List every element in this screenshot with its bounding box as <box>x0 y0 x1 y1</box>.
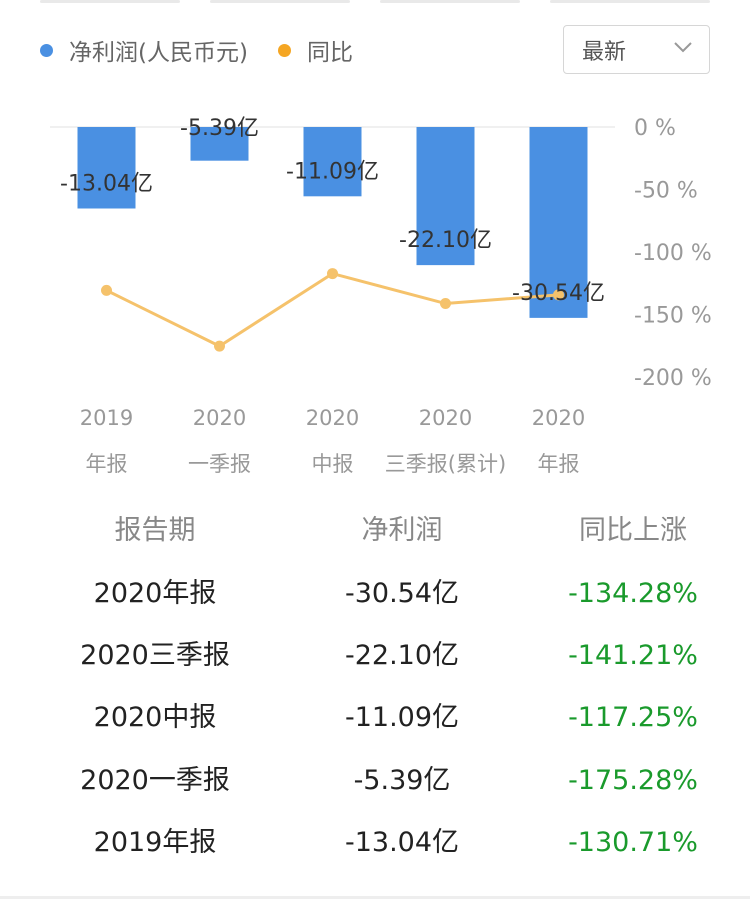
legend-label: 净利润(人民币元) <box>69 40 248 66</box>
tab-stub <box>550 0 710 3</box>
yoy-point <box>440 298 451 310</box>
bar <box>416 127 475 266</box>
table-row[interactable]: 2020三季报 -22.10亿 -141.21% <box>0 625 750 687</box>
bar-data-label: -13.04亿 <box>60 172 153 197</box>
x-axis-tick-label: 2020 <box>532 406 585 430</box>
cell-net-profit: -30.54亿 <box>344 578 460 609</box>
cell-yoy: -175.28% <box>568 765 698 796</box>
table-row[interactable]: 2020一季报 -5.39亿 -175.28% <box>0 750 750 812</box>
x-axis-tick-label: 2020 <box>419 406 472 430</box>
x-axis-tick-label: 中报 <box>312 452 354 476</box>
header-period: 报告期 <box>114 515 196 546</box>
table-header-row: 报告期 净利润 同比上涨 <box>0 500 750 562</box>
bar <box>77 127 136 209</box>
tab-stub <box>210 0 350 3</box>
net-profit-chart: 0 % -50 % -100 % -150 % -200 % -13.04亿 -5.39亿 -… <box>50 116 712 476</box>
x-axis-tick-label: 2020 <box>306 406 359 430</box>
bar <box>190 127 249 161</box>
chevron-down-icon <box>674 42 692 53</box>
blue-dot-icon <box>40 43 53 57</box>
table-row[interactable]: 2019年报 -13.04亿 -130.71% <box>0 812 750 874</box>
cell-net-profit: -11.09亿 <box>344 702 460 733</box>
x-axis-tick-label: 2020 <box>193 406 246 430</box>
x-axis-tick-label: 一季报 <box>188 452 251 476</box>
cell-net-profit: -5.39亿 <box>353 765 451 796</box>
bar <box>529 127 588 318</box>
header-net-profit: 净利润 <box>361 515 443 546</box>
header-yoy: 同比上涨 <box>579 515 687 546</box>
chart-legend: 净利润(人民币元) 同比 <box>40 30 383 70</box>
cell-yoy: -141.21% <box>568 640 698 671</box>
yoy-point <box>101 284 112 296</box>
legend-item-yoy[interactable]: 同比 <box>277 33 353 67</box>
top-tab-strip <box>0 0 750 6</box>
cell-period: 2019年报 <box>93 827 217 858</box>
cell-period: 2020三季报 <box>80 640 230 671</box>
tab-stub <box>40 0 180 3</box>
bar-data-label: -5.39亿 <box>180 116 259 141</box>
bottom-divider <box>0 896 750 899</box>
cell-yoy: -117.25% <box>568 702 698 733</box>
table-row[interactable]: 2020中报 -11.09亿 -117.25% <box>0 687 750 749</box>
x-axis-tick-label: 年报 <box>538 452 580 476</box>
x-axis-tick-label: 2019 <box>80 406 133 430</box>
y-axis-tick-label: -100 % <box>634 241 712 266</box>
cell-period: 2020一季报 <box>80 765 230 796</box>
bar-data-label: -22.10亿 <box>399 228 492 253</box>
cell-period: 2020年报 <box>93 578 217 609</box>
tab-stub <box>380 0 520 3</box>
yoy-line <box>105 271 559 348</box>
cell-yoy: -134.28% <box>568 578 698 609</box>
orange-dot-icon <box>277 43 291 57</box>
x-axis-tick-label: 三季报(累计) <box>385 452 506 476</box>
yoy-point <box>553 289 564 301</box>
legend-item-net-profit[interactable]: 净利润(人民币元) <box>40 33 248 67</box>
y-axis-tick-label: -150 % <box>634 304 712 329</box>
x-axis-tick-label: 年报 <box>86 452 128 476</box>
period-select-value: 最新 <box>582 39 627 65</box>
cell-net-profit: -13.04亿 <box>344 827 460 858</box>
period-select[interactable]: 最新 <box>563 25 710 74</box>
bar <box>303 127 362 197</box>
table-row[interactable]: 2020年报 -30.54亿 -134.28% <box>0 563 750 625</box>
bar-data-label: -11.09亿 <box>286 159 379 184</box>
cell-yoy: -130.71% <box>568 827 698 858</box>
yoy-point <box>214 340 225 352</box>
bar-data-label: -30.54亿 <box>512 281 605 306</box>
cell-period: 2020中报 <box>93 702 217 733</box>
cell-net-profit: -22.10亿 <box>344 640 460 671</box>
yoy-point <box>327 268 338 280</box>
y-axis-tick-label: 0 % <box>634 116 676 141</box>
y-axis-tick-label: -50 % <box>634 179 698 204</box>
y-axis-tick-label: -200 % <box>634 366 712 391</box>
legend-label: 同比 <box>306 40 353 66</box>
